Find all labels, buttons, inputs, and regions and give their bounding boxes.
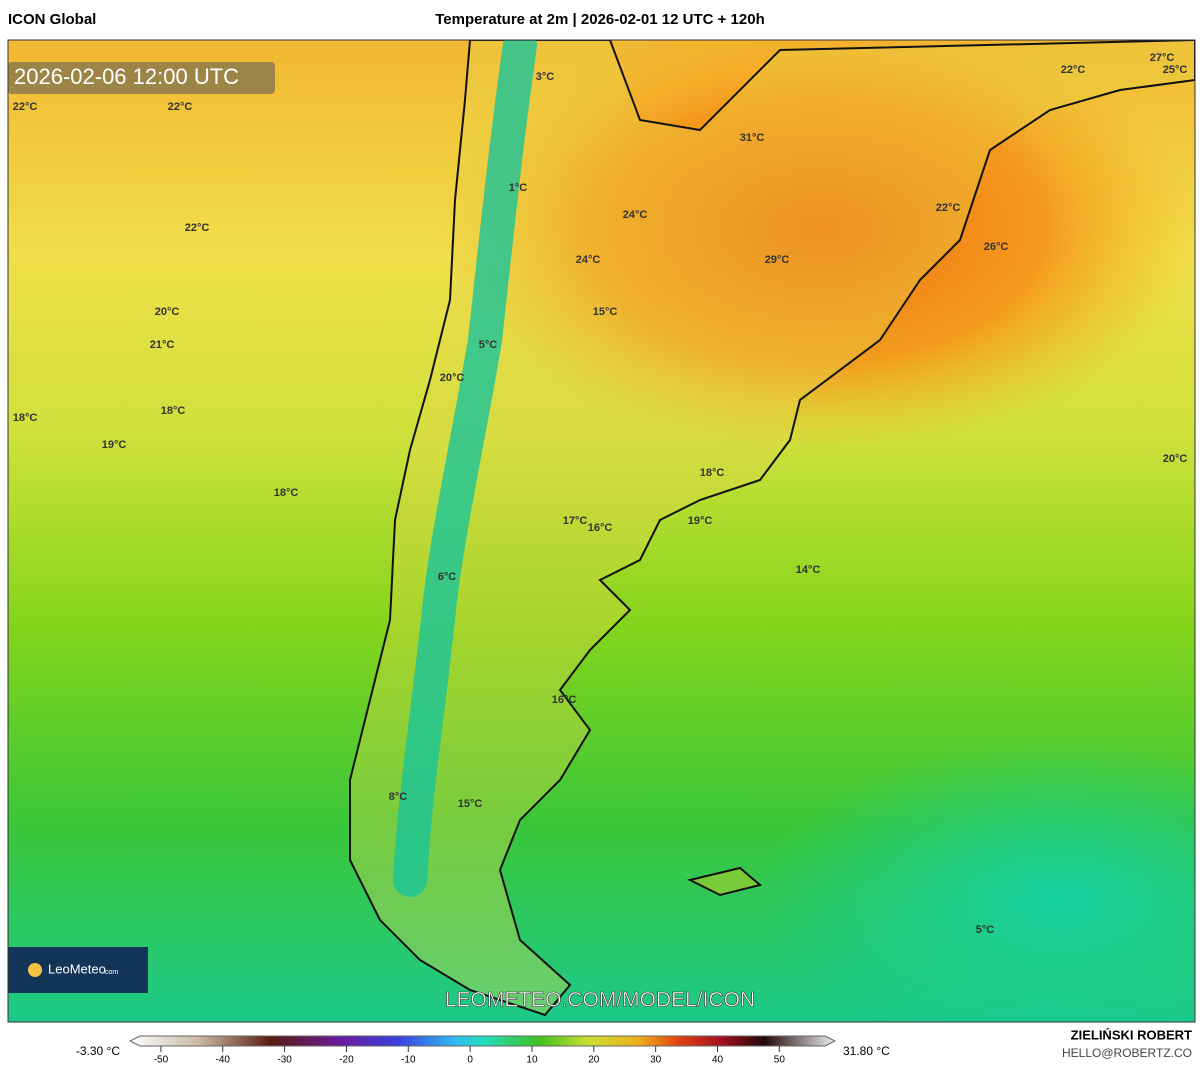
temperature-label: 19°C (688, 515, 713, 527)
temperature-label: 27°C (1150, 52, 1175, 64)
islands (687, 866, 763, 897)
watermark: LEOMETEO.COM/MODEL/ICON (445, 989, 755, 1012)
colorbar-tick-label: 0 (467, 1055, 473, 1066)
temperature-label: 22°C (936, 202, 961, 214)
temperature-label: 24°C (576, 254, 601, 266)
colorbar-tick-label: 50 (774, 1055, 786, 1066)
temperature-label: 3°C (536, 71, 555, 83)
temperature-label: 31°C (740, 132, 765, 144)
logo-suffix: .com (103, 969, 118, 976)
temperature-label: 6°C (438, 571, 457, 583)
andes (393, 40, 537, 897)
temperature-label: 15°C (593, 306, 618, 318)
map-frame (7, 39, 1196, 1023)
cool-area (760, 740, 1195, 1022)
author: ZIELIŃSKI ROBERT (1071, 1027, 1192, 1042)
colorbar-tick-label: -30 (277, 1055, 292, 1066)
colorbar-tick-label: 10 (526, 1055, 538, 1066)
timestamp-box (8, 62, 275, 94)
colorbar-tick-label: 40 (712, 1055, 724, 1066)
temperature-label: 29°C (765, 254, 790, 266)
timestamp: 2026-02-06 12:00 UTC (14, 64, 239, 89)
colorbar-min: -3.30 °C (76, 1044, 120, 1058)
colorbar-tick-label: 30 (650, 1055, 662, 1066)
temperature-label: 17°C (563, 515, 588, 527)
temperature-label: 18°C (700, 467, 725, 479)
email: HELLO@ROBERTZ.CO (1062, 1046, 1192, 1060)
temperature-label: 18°C (13, 412, 38, 424)
colorbar-tick-label: 20 (588, 1055, 600, 1066)
temperature-label: 5°C (479, 339, 498, 351)
temperature-label: 15°C (458, 798, 483, 810)
colorbar-max: 31.80 °C (843, 1044, 890, 1058)
temperature-label: 22°C (185, 222, 210, 234)
colorbar-ticks: -50 -40 -30 -20 -10 0 10 20 30 40 50 (154, 1046, 786, 1066)
temperature-label: 22°C (168, 101, 193, 113)
logo: LeoMeteo (48, 961, 106, 976)
temperature-label: 26°C (984, 241, 1009, 253)
logo-sun (28, 963, 42, 977)
temperature-label: 18°C (274, 487, 299, 499)
temperature-label: 16°C (552, 694, 577, 706)
colorbar-tick-label: -40 (216, 1055, 231, 1066)
temperature-label: 25°C (1163, 64, 1188, 76)
temperature-label: 8°C (389, 791, 408, 803)
temperature-label: 19°C (102, 439, 127, 451)
temperature-label: 16°C (588, 522, 613, 534)
temperature-label: 20°C (1163, 453, 1188, 465)
temperature-label: 20°C (155, 306, 180, 318)
model-name: ICON Global (8, 11, 96, 28)
temperature-label: 21°C (150, 339, 175, 351)
temperature-label: 20°C (440, 372, 465, 384)
colorbar-tick-label: -20 (339, 1055, 354, 1066)
temperature-label: 18°C (161, 405, 186, 417)
colorbar-tick-label: -10 (401, 1055, 416, 1066)
map-title: Temperature at 2m | 2026-02-01 12 UTC + … (435, 11, 765, 28)
colorbar (128, 1035, 837, 1047)
temperature-label: 5°C (976, 924, 995, 936)
land-outline (349, 40, 1195, 1017)
temperature-label: 24°C (623, 209, 648, 221)
temperature-labels: 3°C 22°C 22°C 31°C 22°C 27°C25°C 1°C 24°C 22°C 22… (13, 52, 1188, 936)
temperature-label: 14°C (796, 564, 821, 576)
temperature-label: 1°C (509, 182, 528, 194)
temperature-label: 22°C (13, 101, 38, 113)
colorbar-tick-label: -50 (154, 1055, 169, 1066)
temperature-label: 22°C (1061, 64, 1086, 76)
warm-area (440, 40, 1195, 450)
map: 3°C 22°C 22°C 31°C 22°C 27°C25°C 1°C 24°C 22°C 22… (8, 40, 1195, 1022)
